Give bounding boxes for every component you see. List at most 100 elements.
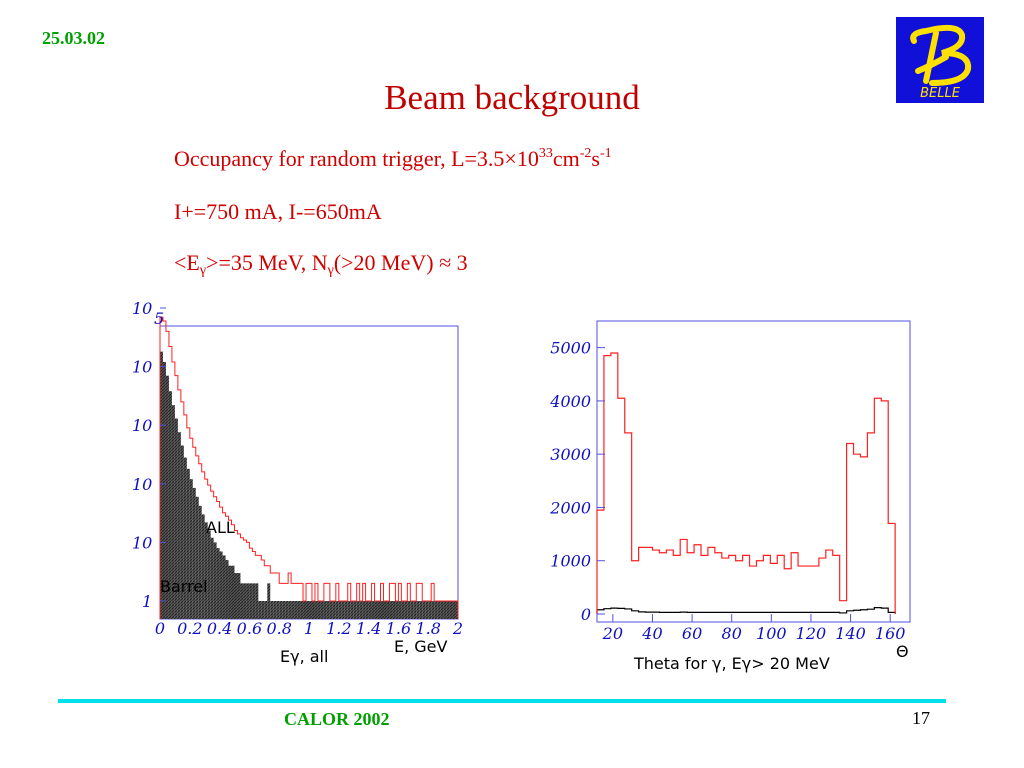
barrel-bar (195, 496, 199, 619)
barrel-bar (404, 601, 408, 619)
barrel-bar (428, 601, 432, 619)
chart1-y-tick-label: 10 (132, 358, 152, 377)
barrel-bar (320, 601, 324, 619)
chart1-y-tick-label: 10 (132, 475, 152, 494)
barrel-bar (407, 601, 411, 619)
barrel-bar (306, 601, 309, 619)
chart2-x-tick-label: 40 (641, 624, 662, 643)
barrel-bar (326, 601, 330, 619)
chart1-x-tick-label: 1.2 (326, 619, 351, 638)
chart2-theta-symbol: Θ (896, 642, 909, 661)
barrel-bar (216, 548, 220, 619)
barrel-bar (270, 601, 274, 619)
barrel-bar (267, 583, 271, 619)
unit-s: s (591, 146, 600, 171)
chart2-y-tick-label: 3000 (550, 445, 591, 464)
energy-text-a: <E (174, 250, 200, 275)
barrel-bar (332, 601, 336, 619)
barrel-bar (335, 601, 339, 619)
barrel-bar (362, 601, 366, 619)
barrel-bar (297, 601, 301, 619)
barrel-bar (309, 601, 312, 619)
barrel-bar (392, 601, 396, 619)
barrel-bar (431, 601, 435, 619)
barrel-bar (204, 522, 208, 619)
barrel-bar (437, 601, 441, 619)
barrel-bar (359, 601, 363, 619)
barrel-bar (177, 432, 181, 619)
theta-histogram-chart: 0 1000 2000 3000 4000 5000 20 40 60 80 100 120 140 1… (549, 320, 911, 673)
unit-cm: cm (552, 146, 580, 171)
chart2-y-tick-label: 5000 (550, 339, 591, 358)
barrel-bar (425, 601, 429, 619)
chart1-x-tick-label: 1.8 (415, 619, 440, 638)
barrel-bar (189, 479, 193, 619)
barrel-bar (180, 445, 184, 619)
chart1-x-tick-label: 2 (452, 619, 463, 638)
barrel-bar (416, 601, 420, 619)
barrel-bar (255, 583, 259, 619)
barrel-bar (183, 457, 187, 619)
barrel-bar (389, 601, 393, 619)
barrel-bar (422, 601, 426, 619)
barrel-bar (207, 530, 211, 619)
barrel-bar (210, 537, 214, 619)
footer-conference: CALOR 2002 (284, 709, 390, 729)
chart2-x-tick-label: 160 (875, 624, 906, 643)
chart2-x-tick-label: 100 (756, 624, 787, 643)
energy-text-b: >=35 MeV, N (206, 250, 328, 275)
gamma-subscript-1: γ (199, 263, 207, 278)
barrel-bar (300, 601, 304, 619)
chart2-x-tick-label: 120 (796, 624, 827, 643)
chart1-y-tick-label: 10 (132, 533, 152, 552)
barrel-bar (446, 601, 450, 619)
chart1-x-label: E, GeV (394, 637, 448, 656)
chart2-x-tick-label: 80 (722, 624, 742, 643)
barrel-bar (288, 601, 292, 619)
barrel-bar (341, 601, 345, 619)
chart1-x-tick-label: 1.6 (386, 619, 411, 638)
barrel-bar (311, 601, 315, 619)
all-series-line (596, 352, 896, 614)
barrel-bar (377, 601, 381, 619)
barrel-bar (222, 555, 226, 619)
page-number: 17 (912, 708, 930, 728)
date-label: 25.03.02 (42, 28, 105, 48)
barrel-bar (386, 601, 390, 619)
series-label-barrel: Barrel (160, 577, 208, 596)
chart1-x-tick-label: 0 (155, 619, 165, 638)
energy-text-c: (>20 MeV) ≈ 3 (333, 250, 468, 275)
barrel-bar (249, 583, 253, 619)
chart1-x-tick-label: 1 (304, 619, 314, 638)
chart2-y-tick-label: 4000 (549, 392, 591, 411)
chart1-y-exponent: 5 (154, 309, 164, 328)
chart1-x-tick-label: 0.2 (177, 619, 202, 638)
barrel-bar (279, 601, 283, 619)
barrel-bar (374, 601, 378, 619)
chart2-x-tick-label: 20 (602, 624, 623, 643)
chart1-x-tick-label: 0.4 (207, 619, 232, 638)
barrel-bar (264, 601, 268, 619)
barrel-bar (350, 601, 354, 619)
barrel-bar (261, 601, 265, 619)
barrel-bar (252, 583, 256, 619)
barrel-bar (258, 601, 262, 619)
energy-histogram-chart: 10 10 10 10 10 1 5 0 0.2 0.4 0.6 0.8 1 1.2 1.4 1.6 1.8 2… (132, 299, 463, 666)
barrel-bar (380, 601, 384, 619)
barrel-bar (273, 601, 277, 619)
barrel-bar (240, 583, 244, 619)
chart1-x-annotation: Eγ, all (280, 647, 328, 666)
series-label-all: ALL (206, 518, 235, 537)
barrel-series-line (596, 607, 896, 614)
barrel-bar (228, 565, 232, 619)
barrel-bar (201, 514, 205, 619)
occupancy-text: Occupancy for random trigger, L=3.5×10 (174, 146, 539, 171)
chart2-x-tick-label: 60 (682, 624, 702, 643)
barrel-bar (276, 601, 280, 619)
barrel-bar (440, 601, 444, 619)
barrel-bar (213, 542, 217, 619)
chart1-x-tick-label: 0.8 (266, 619, 291, 638)
barrel-bar (285, 601, 289, 619)
barrel-bar (401, 601, 405, 619)
barrel-bar (246, 583, 250, 619)
